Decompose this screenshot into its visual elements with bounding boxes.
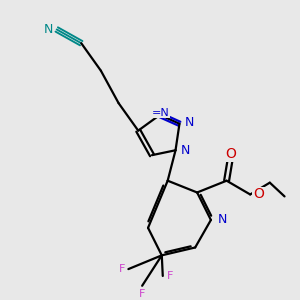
Text: F: F: [139, 289, 145, 299]
Text: O: O: [225, 147, 236, 161]
Text: N: N: [218, 214, 227, 226]
Text: F: F: [119, 264, 125, 274]
Text: N: N: [184, 116, 194, 129]
Text: F: F: [167, 271, 173, 281]
Text: O: O: [253, 188, 264, 201]
Text: N: N: [180, 144, 190, 157]
Text: N: N: [44, 23, 53, 36]
Text: =N: =N: [152, 108, 170, 118]
